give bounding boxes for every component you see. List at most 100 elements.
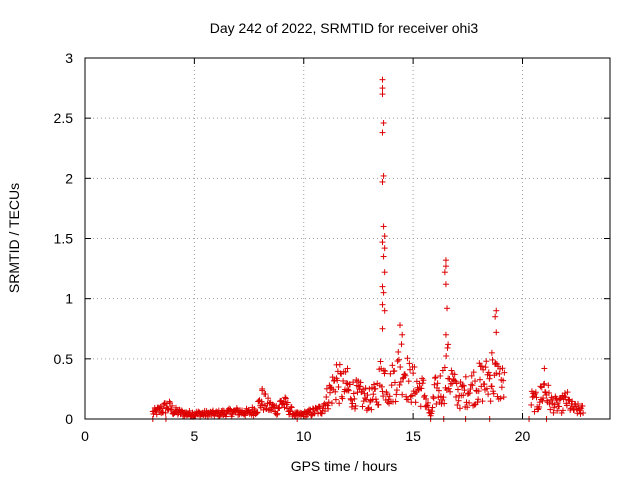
data-point	[439, 397, 446, 404]
data-point	[487, 398, 494, 405]
data-point	[282, 395, 289, 402]
data-point	[466, 390, 473, 397]
data-point	[323, 385, 330, 392]
data-point	[532, 389, 539, 396]
data-point	[368, 406, 375, 413]
data-point	[316, 403, 323, 410]
data-point	[323, 394, 330, 401]
data-point	[493, 329, 500, 336]
data-point	[370, 381, 377, 388]
data-point	[380, 393, 387, 400]
data-point	[483, 358, 490, 365]
data-point	[334, 377, 341, 384]
data-point	[420, 377, 427, 384]
data-point	[429, 404, 436, 411]
data-point	[500, 394, 507, 401]
data-point	[468, 372, 475, 379]
data-point	[548, 394, 555, 401]
data-point	[392, 398, 399, 405]
data-point	[238, 407, 245, 414]
data-point	[399, 375, 406, 382]
data-point	[404, 355, 411, 362]
chart-title: Day 242 of 2022, SRMTID for receiver ohi…	[210, 20, 479, 36]
data-point	[551, 404, 558, 411]
data-point	[425, 399, 431, 406]
data-point	[168, 406, 175, 413]
data-point	[379, 325, 386, 332]
data-point	[432, 374, 439, 381]
data-point	[533, 394, 540, 401]
data-point	[332, 388, 339, 395]
data-point	[339, 395, 346, 402]
data-point	[307, 406, 314, 413]
data-point	[324, 402, 331, 409]
data-point	[345, 387, 352, 394]
data-point	[340, 377, 347, 384]
data-point	[379, 129, 386, 136]
data-point	[561, 390, 568, 397]
data-point	[440, 394, 447, 401]
data-point	[352, 402, 359, 409]
data-point	[379, 85, 386, 92]
data-point	[431, 381, 438, 388]
data-point	[498, 384, 505, 391]
data-point	[397, 378, 404, 385]
data-point	[448, 367, 455, 374]
data-point	[395, 356, 402, 363]
data-point	[351, 395, 358, 402]
data-point	[423, 395, 430, 402]
data-point	[342, 368, 349, 375]
data-point	[482, 364, 489, 371]
data-point	[425, 406, 432, 413]
data-point	[497, 395, 504, 402]
data-point	[545, 382, 552, 389]
data-point	[364, 392, 371, 399]
data-point	[337, 370, 344, 377]
data-point	[321, 400, 328, 407]
data-point	[477, 376, 483, 383]
data-point	[444, 344, 451, 351]
data-point	[441, 269, 448, 276]
data-point	[380, 223, 387, 230]
data-point	[401, 371, 408, 378]
data-point	[421, 392, 428, 399]
data-point	[380, 119, 387, 126]
data-point	[363, 396, 370, 403]
data-point	[381, 307, 388, 314]
data-point	[558, 395, 564, 402]
data-point	[416, 380, 423, 387]
data-point	[372, 385, 379, 392]
data-point	[348, 396, 355, 403]
data-point	[276, 405, 283, 412]
data-point	[415, 386, 422, 393]
data-point	[547, 406, 554, 413]
data-point	[501, 369, 508, 376]
data-point	[253, 409, 260, 416]
data-point	[395, 348, 402, 355]
data-point	[475, 396, 482, 403]
data-point	[531, 408, 538, 415]
data-point	[435, 387, 442, 394]
data-point	[332, 396, 339, 403]
data-point	[325, 399, 332, 406]
data-point	[411, 363, 418, 370]
data-point	[370, 391, 377, 398]
data-point	[488, 349, 495, 356]
data-point	[343, 380, 350, 387]
y-axis-label: SRMTID / TECUs	[6, 183, 22, 293]
data-point	[418, 385, 425, 392]
data-point	[467, 385, 474, 392]
data-point	[456, 405, 463, 412]
data-point	[536, 399, 543, 406]
data-point	[423, 403, 430, 410]
data-point	[158, 405, 165, 412]
data-point	[372, 396, 379, 403]
data-point	[445, 341, 452, 348]
data-point	[481, 381, 488, 388]
data-point	[381, 245, 388, 252]
data-point	[381, 269, 388, 276]
data-point	[460, 392, 467, 399]
data-point	[381, 370, 388, 377]
data-point	[399, 391, 406, 398]
data-point	[378, 383, 385, 390]
